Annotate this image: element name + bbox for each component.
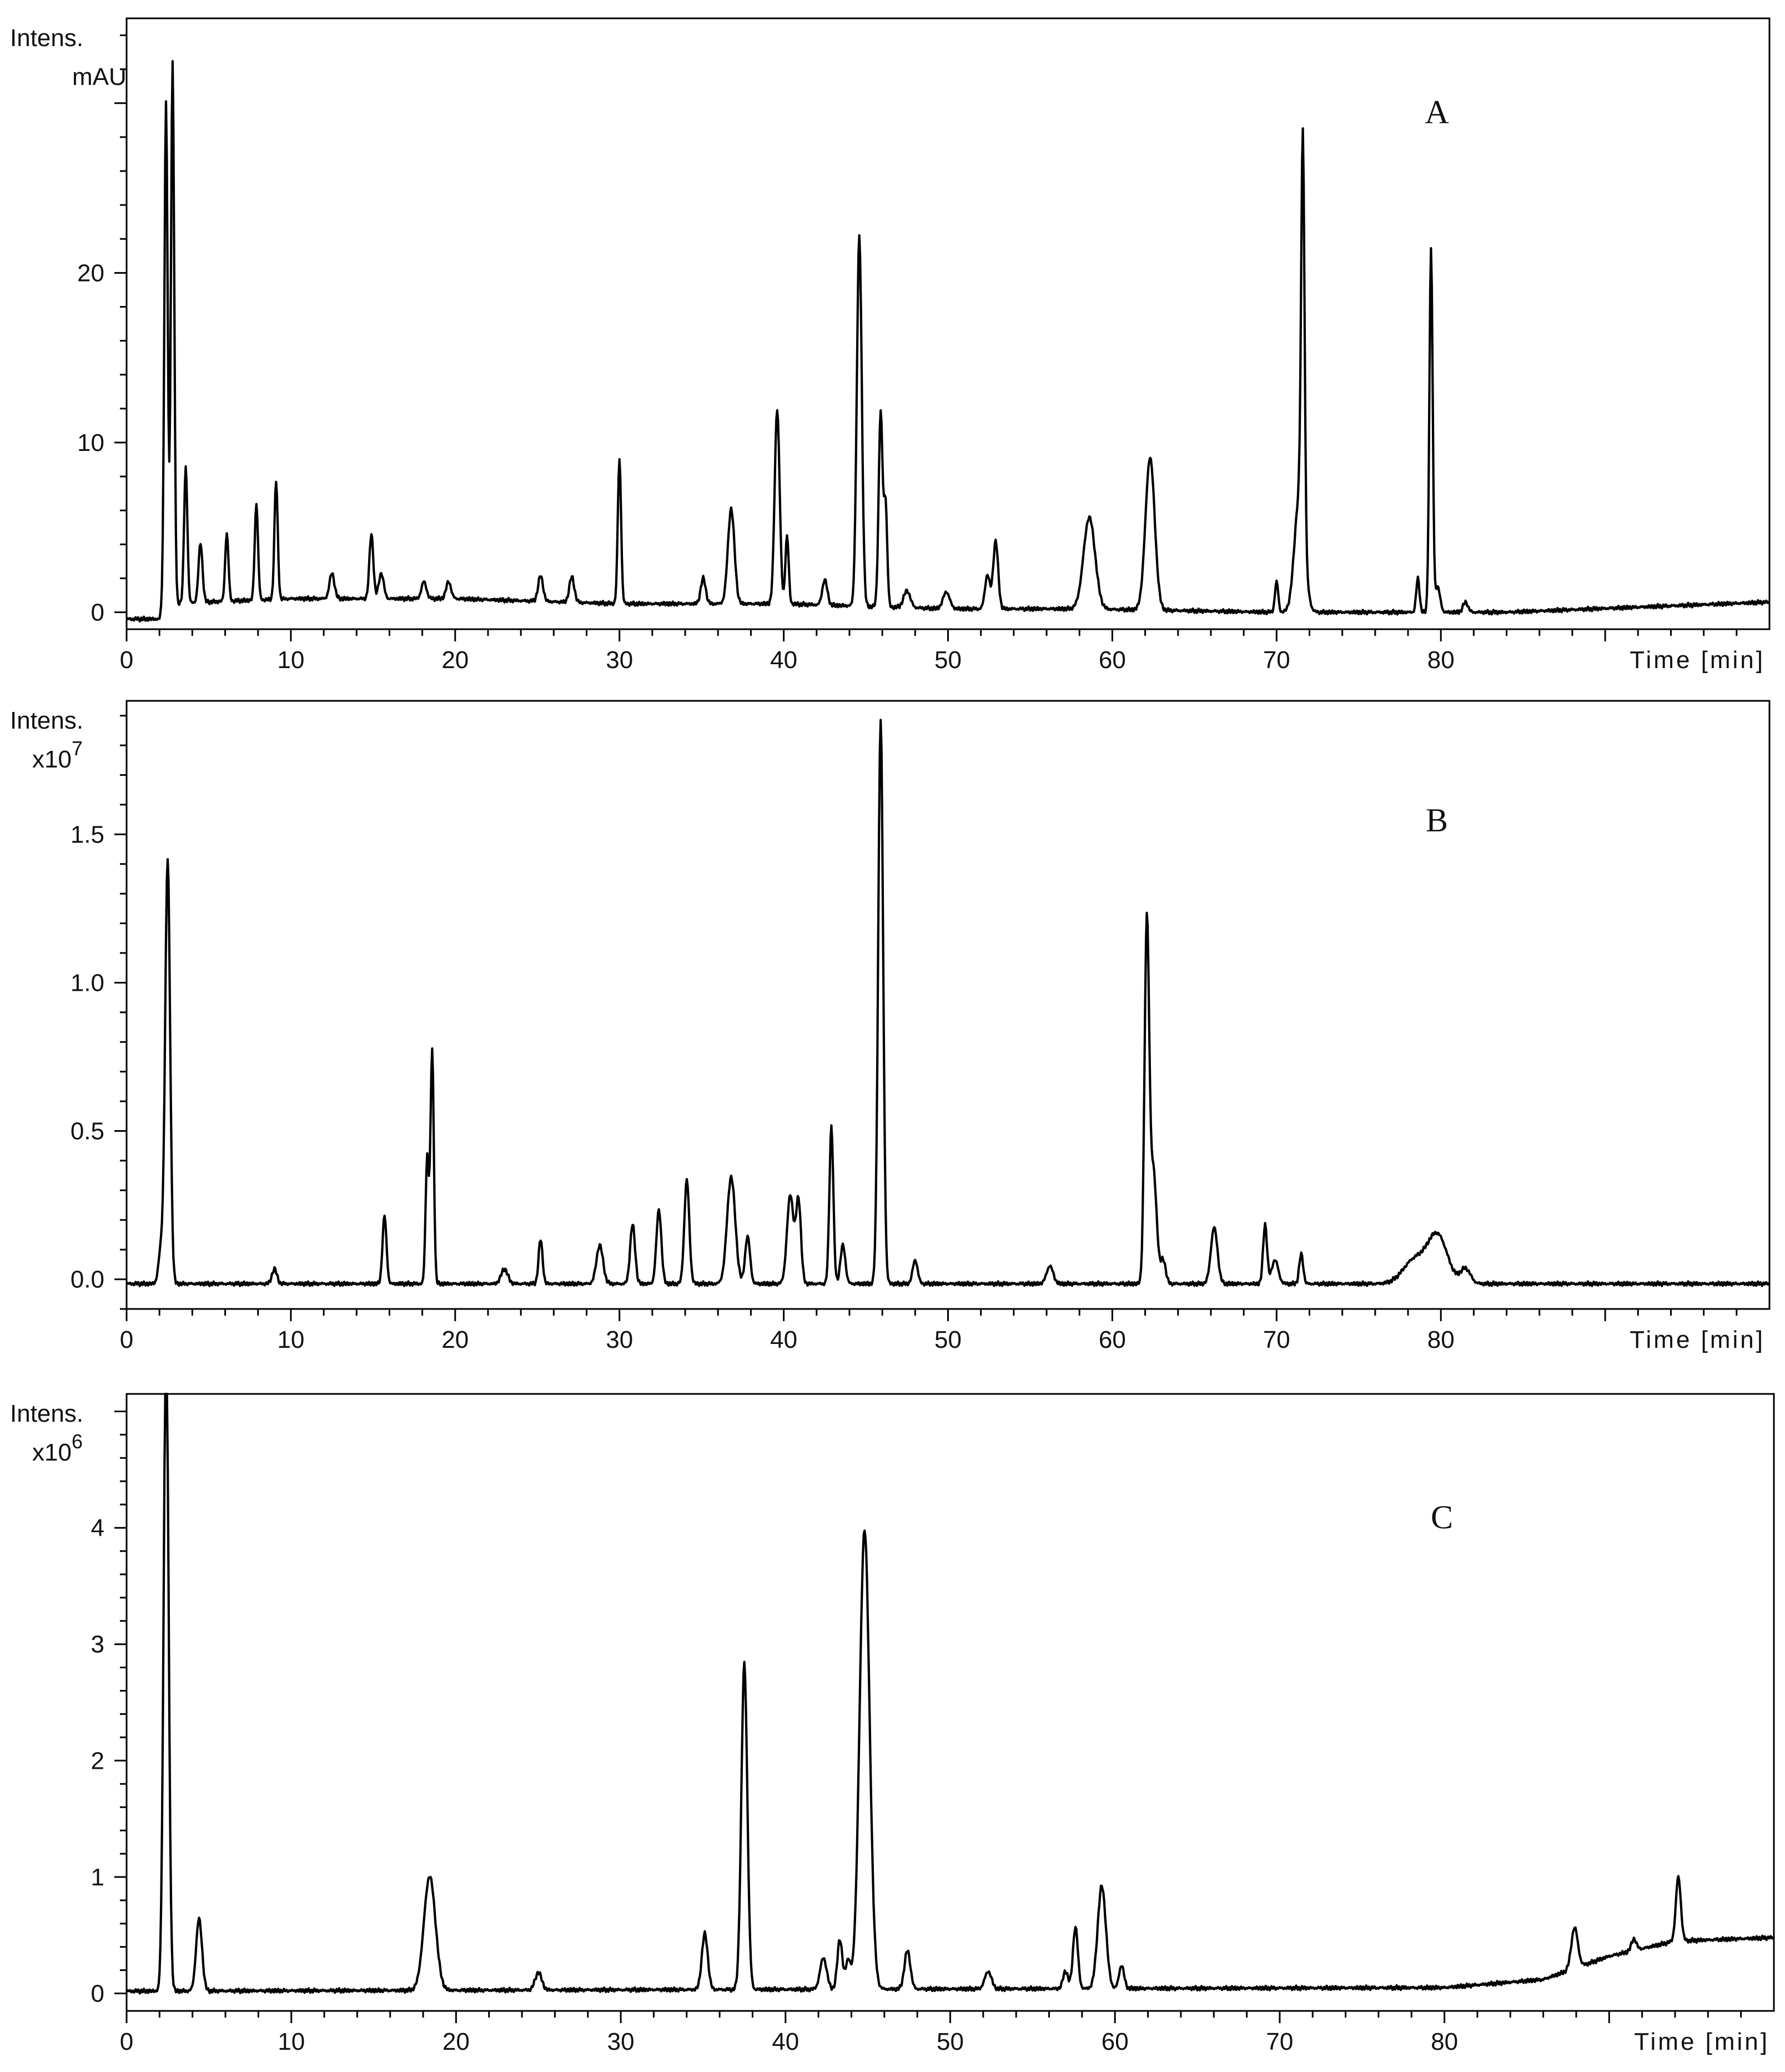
y-axis-unit: mAU [72, 63, 127, 91]
x-axis-label: Time [min] [1634, 2028, 1769, 2055]
y-axis-unit: x107 [32, 737, 83, 773]
x-tick-label: 0 [120, 1326, 133, 1353]
x-tick-label: 20 [441, 1326, 469, 1353]
x-tick-label: 50 [934, 1326, 962, 1353]
x-tick-label: 80 [1427, 1326, 1455, 1353]
x-tick-label: 30 [606, 646, 633, 674]
y-tick-label: 1.0 [71, 969, 104, 996]
x-tick-label: 30 [606, 1326, 633, 1353]
x-tick-label: 60 [1102, 2028, 1129, 2055]
y-tick-label: 20 [77, 259, 104, 287]
y-tick-label: 0.0 [71, 1266, 104, 1293]
y-axis-unit-exponent: 7 [72, 737, 83, 760]
y-axis-label: Intens. [10, 707, 83, 734]
y-tick-label: 3 [91, 1631, 104, 1658]
x-tick-label: 40 [770, 646, 797, 674]
chromatogram-trace-b [125, 719, 1770, 1287]
y-tick-label: 2 [91, 1747, 104, 1774]
chart-panel-c: 0 10 20 30 40 50 60 70 80 0 1 2 3 4 Intens. x106 Time [m… [10, 1392, 1775, 2055]
y-tick-label: 0 [91, 1980, 104, 2008]
x-tick-label: 80 [1427, 646, 1455, 674]
x-tick-label: 0 [120, 2028, 133, 2055]
x-tick-label: 60 [1099, 646, 1126, 674]
y-axis-label: Intens. [10, 1400, 83, 1427]
x-tick-label: 40 [772, 2028, 799, 2055]
chromatogram-trace-c [125, 1392, 1774, 1995]
x-tick-label: 30 [607, 2028, 635, 2055]
x-axis-label: Time [min] [1630, 1326, 1765, 1353]
chromatogram-trace-a [125, 60, 1770, 623]
x-tick-label: 10 [278, 2028, 305, 2055]
x-tick-label: 0 [120, 646, 133, 674]
y-axis-unit-base: x10 [32, 746, 72, 773]
x-tick-label: 50 [934, 646, 962, 674]
y-axis-unit-base: mAU [72, 63, 127, 91]
panel-label: C [1431, 1499, 1453, 1536]
chart-panel-b: 0 10 20 30 40 50 60 70 80 0.0 0.5 1.0 1.5 Intens. x107… [10, 700, 1771, 1353]
y-axis-unit: x106 [32, 1430, 83, 1466]
y-axis-unit-base: x10 [32, 1439, 72, 1466]
y-tick-label: 0.5 [71, 1118, 104, 1145]
chart-panel-a: 0 10 20 30 40 50 60 70 80 0 10 20 Intens. mAU Time [mi… [10, 17, 1771, 674]
x-tick-label: 70 [1263, 646, 1290, 674]
y-tick-label: 0 [91, 599, 104, 626]
y-tick-label: 4 [91, 1514, 104, 1542]
x-tick-label: 10 [277, 1326, 304, 1353]
x-tick-label: 60 [1099, 1326, 1126, 1353]
x-tick-label: 40 [770, 1326, 797, 1353]
y-axis-unit-exponent: 6 [72, 1430, 83, 1453]
y-tick-label: 10 [77, 429, 104, 456]
x-tick-label: 70 [1266, 2028, 1293, 2055]
x-tick-label: 50 [937, 2028, 964, 2055]
panel-label: A [1425, 94, 1449, 131]
panel-label: B [1426, 802, 1448, 839]
x-tick-label: 10 [277, 646, 304, 674]
y-axis-label: Intens. [10, 24, 83, 52]
x-tick-label: 20 [443, 2028, 470, 2055]
x-axis-label: Time [min] [1630, 646, 1765, 674]
x-tick-label: 20 [441, 646, 469, 674]
x-tick-label: 70 [1263, 1326, 1290, 1353]
y-tick-label: 1 [91, 1864, 104, 1891]
y-tick-label: 1.5 [71, 821, 104, 848]
x-tick-label: 80 [1431, 2028, 1458, 2055]
